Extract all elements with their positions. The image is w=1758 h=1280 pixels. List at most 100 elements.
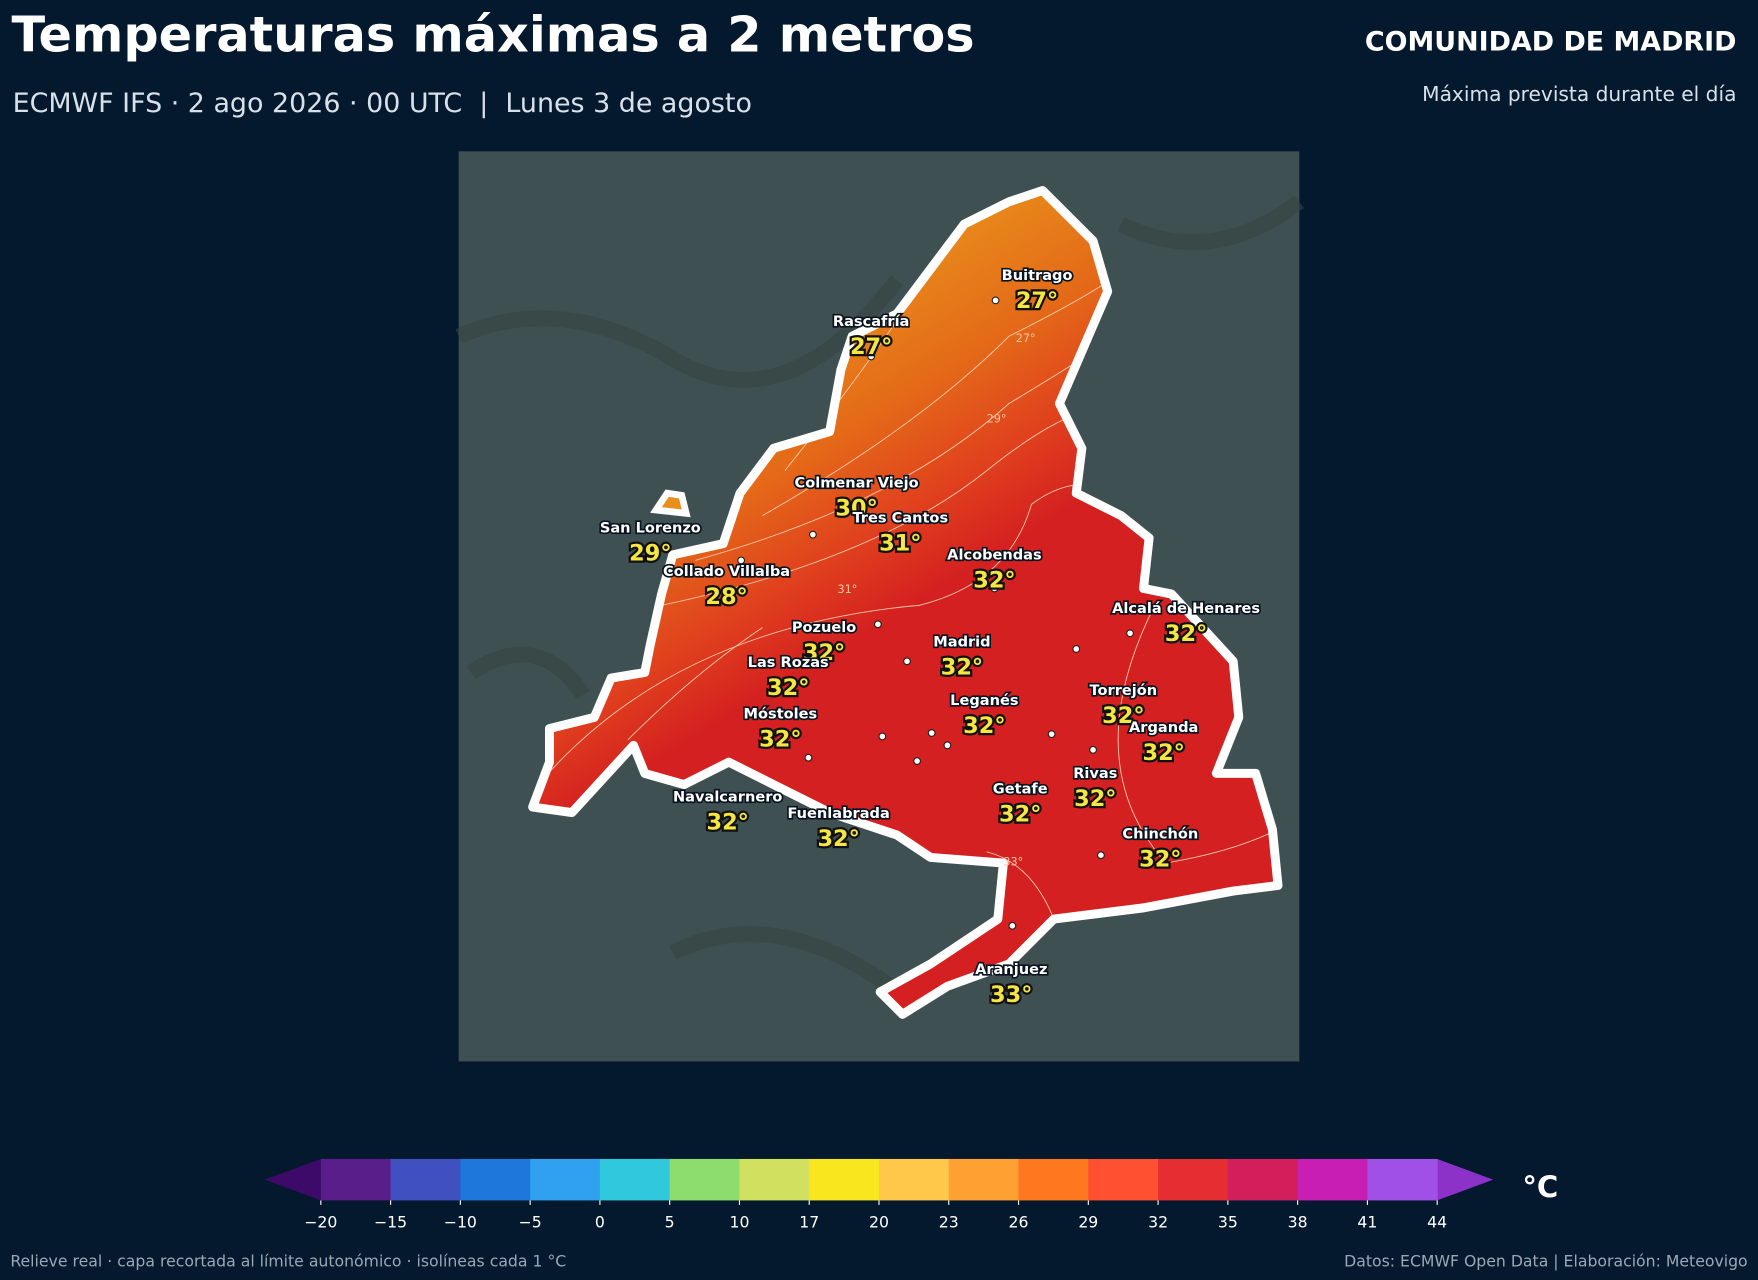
city-temp: 29° (629, 540, 671, 566)
city-temp: 32° (1074, 786, 1116, 812)
city-name: Madrid (933, 634, 990, 651)
colorbar-tick-label: −15 (374, 1212, 407, 1231)
city-dots (737, 296, 1134, 930)
colorbar-tick-label: −20 (304, 1212, 337, 1231)
city-dot (1072, 645, 1081, 653)
city-name: Chinchón (1122, 825, 1198, 842)
city-name: San Lorenzo (600, 519, 701, 536)
city-dot (927, 729, 936, 737)
city-temp: 32° (941, 655, 983, 681)
colorbar-bin (879, 1158, 950, 1201)
city-temp: 32° (1102, 703, 1144, 729)
city-name: Alcalá de Henares (1112, 600, 1260, 617)
city-name: Leganés (950, 692, 1018, 709)
enclave (650, 489, 691, 518)
colorbar-bin (948, 1158, 1020, 1201)
city-dot (1047, 730, 1056, 739)
colorbar-bin (669, 1158, 741, 1201)
colorbar-bin (1297, 1158, 1368, 1201)
city-name: Móstoles (744, 705, 818, 722)
colorbar-bin (460, 1158, 531, 1201)
city-labels: Buitrago 27° Rascafría 27° Colmenar Viejo 30°… (598, 266, 1262, 1011)
region-note: Máxima prevista durante el día (1422, 82, 1736, 106)
city-dot (913, 757, 922, 765)
isoline-label: 31° (838, 583, 858, 596)
colorbar-bin (739, 1158, 810, 1201)
isoline-label: 27° (1016, 332, 1036, 345)
isoline-label: 29° (987, 413, 1007, 426)
city-name: Aranjuez (975, 961, 1047, 978)
city-dot (804, 753, 813, 762)
city-name: Collado Villalba (663, 563, 790, 580)
city-dot (867, 352, 876, 361)
city-dot (737, 556, 746, 565)
colorbar-under (264, 1158, 321, 1201)
city-dot (943, 741, 952, 750)
colorbar: −20 −15 −10 −5 0 5 10 17 20 23 26 29 32 35 38 41 44 (264, 1158, 1494, 1231)
city-temp: 32° (963, 713, 1005, 739)
colorbar-tick-label: 5 (665, 1212, 675, 1231)
isoline-label: 33° (1003, 855, 1023, 868)
city-dot (1097, 851, 1105, 860)
city-temp: 32° (759, 726, 801, 752)
colorbar-tick-label: 20 (869, 1212, 889, 1231)
city-temp: 27° (850, 334, 892, 360)
city-dot (808, 530, 817, 539)
colorbar-bin (390, 1158, 461, 1201)
colorbar-tick-label: −10 (444, 1212, 477, 1231)
colorbar-tick-label: 29 (1078, 1212, 1098, 1231)
city-temp: 32° (973, 567, 1015, 593)
city-dot (903, 657, 911, 666)
city-temp: 33° (990, 982, 1032, 1008)
title: Temperaturas máximas a 2 metros (11, 6, 974, 64)
city-dot (1008, 921, 1017, 930)
colorbar-bin (1227, 1158, 1299, 1201)
colorbar-tick-label: 23 (939, 1212, 959, 1231)
city-name: Pozuelo (792, 619, 856, 636)
city-name: Las Rozas (748, 654, 829, 671)
city-temp: 28° (705, 584, 747, 610)
city-dot (873, 620, 882, 629)
footer-right: Datos: ECMWF Open Data | Elaboración: Me… (1344, 1252, 1748, 1271)
city-name: Rivas (1073, 765, 1117, 782)
colorbar-tick-label: 10 (729, 1212, 749, 1231)
city-temp: 32° (999, 802, 1041, 828)
colorbar-over (1437, 1158, 1494, 1201)
colorbar-bin (809, 1158, 880, 1201)
isolines (537, 268, 1279, 920)
colorbar-tick-label: 38 (1288, 1212, 1308, 1231)
relief-shade (455, 195, 1305, 1015)
colorbar-tick-label: 17 (799, 1212, 819, 1231)
colorbar-bin (320, 1158, 392, 1201)
region: COMUNIDAD DE MADRID (1365, 26, 1737, 57)
colorbar-tick-label: 0 (595, 1212, 605, 1231)
city-name: Torrejón (1090, 682, 1158, 699)
colorbar-bin (1367, 1158, 1438, 1201)
city-temp: 32° (1142, 740, 1184, 766)
city-name: Rascafría (833, 313, 910, 330)
city-name: Tres Cantos (852, 509, 948, 526)
city-temp: 32° (1165, 621, 1207, 647)
city-dot (1089, 745, 1098, 754)
city-temp: 32° (767, 675, 809, 701)
city-name: Fuenlabrada (787, 805, 889, 822)
city-dot (1126, 629, 1134, 638)
subtitle: ECMWF IFS · 2 ago 2026 · 00 UTC | Lunes … (13, 88, 752, 119)
city-dot (990, 584, 999, 593)
colorbar-tick-label: 26 (1009, 1212, 1029, 1231)
city-dot (878, 732, 887, 741)
city-name: Navalcarnero (673, 788, 782, 805)
city-dot (991, 296, 1000, 305)
colorbar-unit: °C (1522, 1170, 1558, 1204)
colorbar-bin (1158, 1158, 1229, 1201)
city-name: Arganda (1129, 719, 1198, 736)
colorbar-tick-label: 44 (1427, 1212, 1447, 1231)
colorbar-tick-label: −5 (519, 1212, 542, 1231)
city-temp: 30° (835, 496, 877, 522)
city-temp: 32° (1139, 846, 1181, 872)
city-temp: 31° (879, 530, 921, 556)
colorbar-bin (530, 1158, 601, 1201)
colorbar-tick-label: 41 (1357, 1212, 1377, 1231)
city-name: Buitrago (1002, 267, 1073, 284)
